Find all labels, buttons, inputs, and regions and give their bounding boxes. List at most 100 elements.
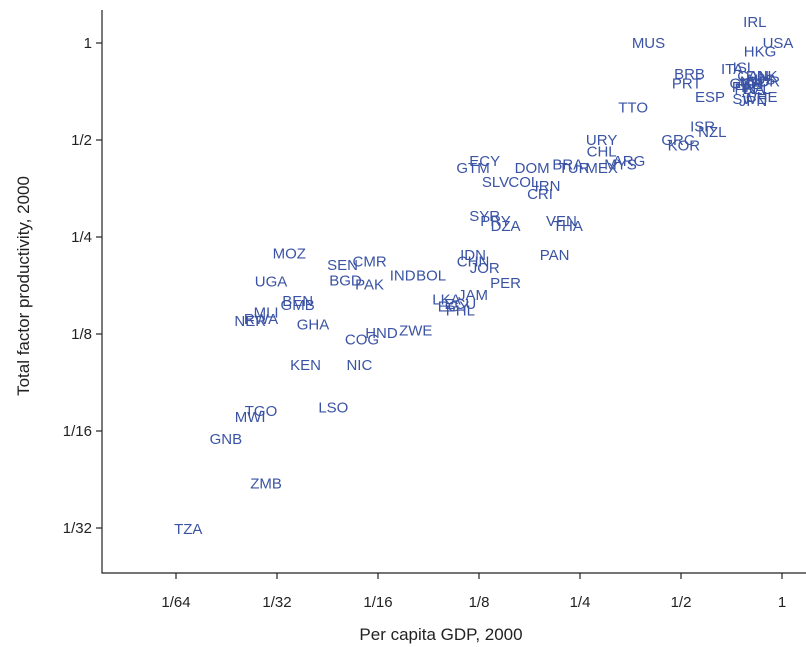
point-label-dza: DZA: [491, 218, 521, 235]
point-label-tza: TZA: [174, 521, 202, 538]
point-label-chl: CHL: [587, 144, 617, 161]
point-label-mli: MLI: [254, 304, 279, 321]
point-label-can: CAN: [737, 68, 769, 85]
point-label-bgd: BGD: [329, 273, 362, 290]
point-label-gbr: GBR: [730, 75, 763, 92]
point-label-hnd: HND: [365, 325, 398, 342]
point-label-syr: SYR: [469, 208, 500, 225]
point-label-ecy: ECY: [469, 153, 500, 170]
point-label-mex: MEX: [585, 160, 618, 177]
point-label-irn: IRN: [535, 178, 561, 195]
point-label-jor: JOR: [470, 260, 500, 277]
point-label-idn: IDN: [460, 247, 486, 264]
point-label-mus: MUS: [632, 35, 665, 52]
point-label-jpn: JPN: [739, 93, 767, 110]
point-label-tgo: TGO: [245, 403, 278, 420]
y-tick-label: 1/32: [63, 520, 92, 537]
point-label-uga: UGA: [255, 273, 288, 290]
point-label-ken: KEN: [290, 357, 321, 374]
point-label-fin: FIN: [732, 79, 756, 96]
point-label-brb: BRB: [674, 66, 705, 83]
point-label-isr: ISR: [690, 119, 715, 136]
point-label-ita: ITA: [721, 61, 743, 78]
point-label-ury: URY: [586, 132, 617, 149]
point-label-aus: AUS: [745, 72, 776, 89]
point-label-grc: GRC: [661, 132, 695, 149]
point-label-che: CHE: [746, 89, 778, 106]
point-label-moz: MOZ: [273, 246, 306, 263]
y-tick-label: 1/4: [71, 229, 92, 246]
point-label-ben: BEN: [282, 293, 313, 310]
y-tick-label: 1: [84, 35, 92, 52]
point-label-lka: LKA: [432, 291, 460, 308]
axis-frame: [101, 10, 806, 574]
x-tick-label: 1/16: [363, 594, 392, 611]
point-label-esp: ESP: [695, 89, 725, 106]
point-label-per: PER: [490, 275, 521, 292]
point-label-rwa: RWA: [244, 311, 278, 328]
point-label-hkg: HKG: [744, 44, 777, 61]
x-tick-label: 1/64: [161, 594, 190, 611]
point-label-chn: CHN: [457, 253, 490, 270]
point-label-cri: CRI: [527, 186, 553, 203]
point-label-pan: PAN: [540, 247, 570, 264]
point-label-arg: ARG: [613, 153, 646, 170]
y-axis-title: Total factor productivity, 2000: [14, 176, 33, 396]
point-label-nld: NLD: [740, 73, 770, 90]
point-label-slv: SLV: [482, 174, 509, 191]
x-tick-label: 1/4: [570, 594, 591, 611]
point-label-tto: TTO: [618, 100, 648, 117]
point-label-zwe: ZWE: [399, 323, 432, 340]
x-tick-label: 1: [778, 594, 786, 611]
x-axis: 1/64 1/32 1/16 1/8 1/4 1/2 1: [161, 573, 786, 611]
point-label-cog: COG: [345, 332, 379, 349]
point-label-usa: USA: [763, 35, 794, 52]
point-label-dnk: DNK: [746, 68, 778, 85]
point-label-isl: ISL: [733, 59, 756, 76]
point-label-dom: DOM: [515, 160, 550, 177]
point-label-pak: PAK: [355, 277, 384, 294]
y-tick-label: 1/8: [71, 326, 92, 343]
point-label-ner: NER: [234, 313, 266, 330]
point-label-kor: KOR: [668, 138, 701, 155]
point-label-aut: AUT: [736, 75, 766, 92]
y-tick-label: 1/2: [71, 132, 92, 149]
point-label-egy: EGY: [438, 299, 470, 316]
point-label-cmr: CMR: [353, 253, 387, 270]
point-label-phl: PHL: [446, 302, 475, 319]
point-label-bel: BEL: [742, 81, 770, 98]
point-label-fra: FRA: [734, 81, 764, 98]
x-tick-label: 1/8: [469, 594, 490, 611]
point-label-ind: IND: [390, 267, 416, 284]
point-label-tha: THA: [553, 218, 583, 235]
point-label-sen: SEN: [327, 257, 358, 274]
point-label-col: COL: [508, 174, 539, 191]
point-label-nor: NOR: [747, 73, 781, 90]
point-label-mys: MYS: [604, 156, 637, 173]
point-label-irl: IRL: [743, 14, 766, 31]
point-label-ecu: ECU: [445, 296, 477, 313]
point-label-pry: PRY: [480, 213, 511, 230]
point-label-jam: JAM: [458, 287, 488, 304]
point-label-nic: NIC: [346, 357, 372, 374]
point-label-mwi: MWI: [235, 409, 266, 426]
y-axis: 1/32 1/16 1/8 1/4 1/2 1: [63, 35, 102, 537]
point-label-gnb: GNB: [210, 431, 243, 448]
point-label-gtm: GTM: [456, 160, 489, 177]
point-label-prt: PRT: [672, 75, 702, 92]
point-label-zmb: ZMB: [250, 475, 282, 492]
x-tick-label: 1/2: [671, 594, 692, 611]
x-axis-title: Per capita GDP, 2000: [359, 625, 522, 644]
point-label-nzl: NZL: [698, 124, 726, 141]
point-label-swe: SWE: [732, 91, 766, 108]
point-label-tur: TUR: [559, 160, 590, 177]
point-label-bra: BRA: [552, 156, 583, 173]
point-label-ven: VEN: [546, 213, 577, 230]
point-label-bol: BOL: [416, 267, 446, 284]
x-tick-label: 1/32: [262, 594, 291, 611]
y-tick-label: 1/16: [63, 423, 92, 440]
point-label-gha: GHA: [297, 316, 330, 333]
point-label-lso: LSO: [318, 399, 348, 416]
